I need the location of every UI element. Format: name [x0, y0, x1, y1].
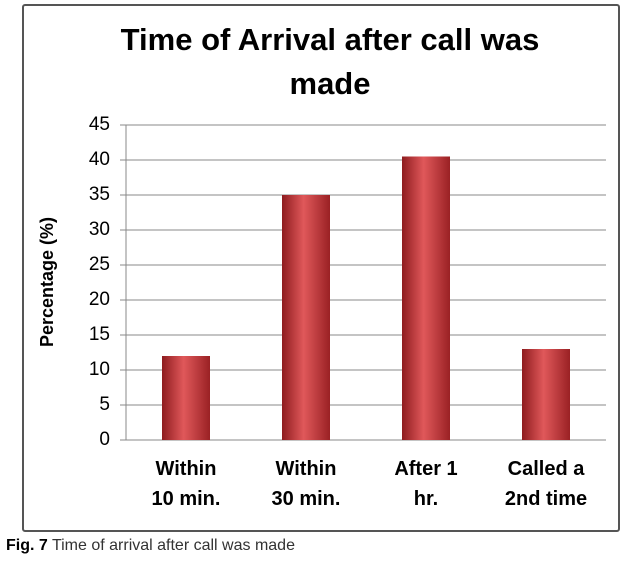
- y-tick-label: 40: [89, 149, 110, 170]
- y-tick-label: 15: [89, 324, 110, 345]
- y-tick-label: 10: [89, 359, 110, 380]
- y-tick-label: 30: [89, 219, 110, 240]
- x-tick-label: Within 30 min.: [271, 458, 341, 510]
- x-tick-label: After 1 hr.: [394, 458, 458, 510]
- y-axis-label: Percentage (%): [37, 217, 57, 347]
- y-tick-label: 20: [89, 289, 110, 310]
- bar: [522, 349, 570, 440]
- x-tick-label: Within 10 min.: [151, 458, 221, 510]
- caption: Fig. 7 Time of arrival after call was ma…: [6, 537, 295, 555]
- y-tick-label: 5: [99, 394, 110, 415]
- caption-text: Time of arrival after call was made: [51, 537, 295, 554]
- y-tick-label: 35: [89, 184, 110, 205]
- chart-title: Time of Arrival after call was made: [120, 22, 540, 101]
- x-tick-label: Called a 2nd time: [504, 458, 588, 510]
- bar: [162, 356, 210, 440]
- caption-label: Fig. 7: [6, 537, 48, 554]
- y-tick-label: 0: [99, 429, 110, 450]
- y-tick-label: 25: [89, 254, 110, 275]
- bar: [282, 195, 330, 440]
- chart-frame: [22, 4, 620, 532]
- bar: [402, 156, 450, 440]
- y-tick-label: 45: [89, 114, 110, 135]
